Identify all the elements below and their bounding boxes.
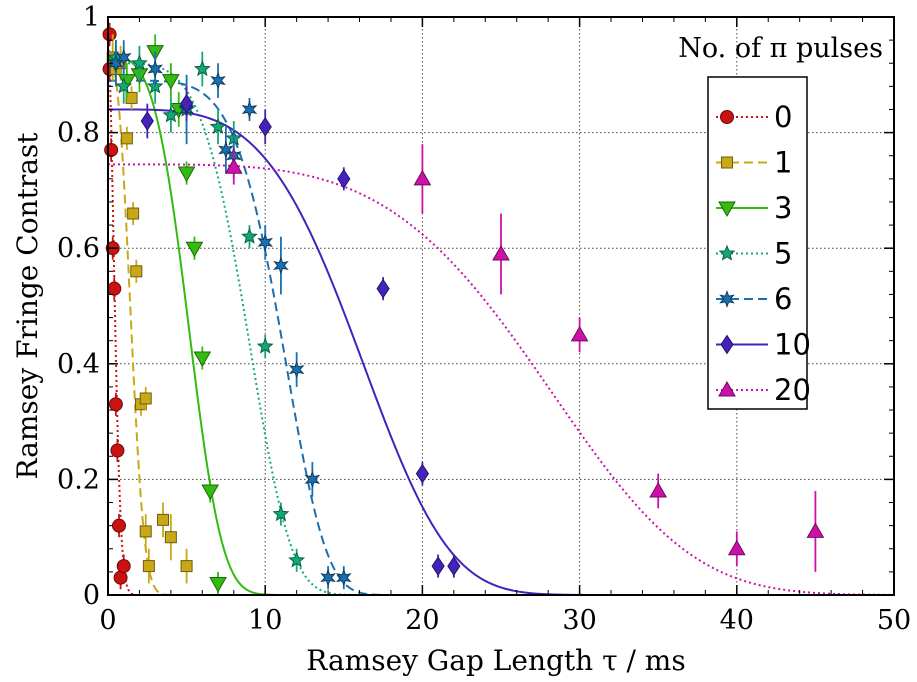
- data-point-1: [164, 531, 177, 544]
- fit-curves: [108, 40, 894, 595]
- data-point-10: [258, 116, 272, 137]
- data-point-6: [257, 233, 273, 252]
- data-point-5: [256, 337, 274, 354]
- y-axis-title: Ramsey Fringe Contrast: [11, 132, 44, 480]
- data-point-3: [177, 166, 196, 183]
- legend-marker-10: [720, 334, 734, 355]
- legend-marker-20: [718, 380, 736, 397]
- y-tick-label: 0.8: [57, 118, 100, 149]
- legend-label-6: 6: [774, 282, 792, 316]
- fit-curve-3: [108, 56, 894, 595]
- y-tick-label: 0.6: [57, 233, 100, 264]
- data-point-20: [806, 522, 825, 538]
- data-point-10: [337, 168, 351, 189]
- x-tick-label: 10: [248, 605, 282, 636]
- data-point-5: [115, 77, 133, 94]
- data-point-1: [139, 392, 152, 405]
- data-point-3: [193, 351, 212, 368]
- y-tick-label: 0.4: [57, 349, 100, 380]
- data-point-0: [108, 397, 123, 412]
- legend: 0 1 3 5 6 10 20: [707, 76, 811, 410]
- data-point-20: [727, 539, 746, 556]
- data-point-3: [162, 74, 180, 90]
- data-point-10: [140, 111, 154, 131]
- x-tick-label: 0: [99, 605, 116, 636]
- data-points: [102, 22, 825, 595]
- data-point-20: [649, 481, 668, 498]
- legend-label-3: 3: [774, 191, 792, 225]
- data-point-1: [120, 132, 133, 145]
- data-point-1: [157, 513, 170, 526]
- legend-marker-1: [721, 156, 733, 169]
- data-point-5: [241, 227, 258, 244]
- data-point-3: [209, 576, 227, 593]
- x-tick-label: 20: [405, 605, 439, 636]
- data-point-5: [193, 60, 211, 77]
- legend-marker-3: [718, 201, 736, 218]
- data-point-10: [431, 556, 445, 577]
- data-point-5: [272, 505, 290, 522]
- data-point-6: [241, 100, 258, 119]
- data-point-20: [413, 169, 432, 186]
- legend-label-5: 5: [774, 237, 792, 271]
- data-point-5: [209, 117, 227, 134]
- legend-label-10: 10: [774, 328, 811, 362]
- data-point-1: [130, 265, 143, 278]
- legend-label-1: 1: [774, 146, 792, 180]
- data-point-10: [179, 93, 194, 114]
- data-point-0: [104, 142, 119, 157]
- data-point-6: [210, 71, 226, 90]
- data-point-6: [336, 568, 352, 587]
- fit-curve-10: [108, 108, 894, 595]
- data-point-1: [127, 207, 140, 220]
- x-tick-label: 40: [720, 605, 754, 636]
- data-point-6: [273, 256, 289, 275]
- legend-label-0: 0: [774, 100, 792, 134]
- legend-marker-5: [718, 244, 736, 261]
- x-axis-title: Ramsey Gap Length τ / ms: [306, 644, 685, 677]
- data-point-20: [570, 325, 589, 342]
- data-point-1: [142, 560, 155, 573]
- data-point-0: [102, 27, 117, 42]
- data-point-6: [147, 60, 163, 79]
- data-point-1: [180, 560, 193, 573]
- y-tick-label: 0.2: [57, 464, 100, 495]
- legend-marker-0: [720, 110, 734, 124]
- data-point-0: [107, 281, 122, 296]
- data-point-1: [139, 525, 152, 538]
- x-tick-label: 50: [877, 605, 911, 636]
- x-tick-label: 30: [562, 605, 596, 636]
- data-point-0: [116, 559, 131, 574]
- data-point-6: [288, 360, 305, 379]
- data-point-0: [113, 570, 128, 585]
- data-point-20: [224, 158, 243, 174]
- fit-curve-20: [108, 163, 894, 595]
- legend-annotation: No. of π pulses: [678, 33, 883, 64]
- data-point-10: [447, 556, 461, 577]
- legend-marker-6: [719, 290, 735, 308]
- data-point-10: [376, 278, 390, 299]
- data-point-10: [415, 463, 430, 484]
- data-point-0: [110, 443, 125, 458]
- data-point-3: [201, 484, 220, 500]
- data-point-20: [492, 244, 510, 261]
- data-point-6: [320, 568, 336, 587]
- data-point-0: [112, 518, 127, 533]
- data-point-5: [131, 54, 148, 71]
- y-tick-label: 1: [83, 2, 100, 33]
- data-point-6: [218, 140, 234, 159]
- plot-frame: [107, 16, 895, 596]
- data-point-5: [288, 551, 306, 568]
- legend-box: [707, 76, 808, 410]
- data-point-3: [185, 241, 204, 258]
- data-point-5: [162, 106, 180, 123]
- data-point-6: [304, 470, 321, 489]
- y-tick-label: 0: [83, 580, 100, 611]
- legend-label-20: 20: [774, 373, 811, 407]
- data-point-6: [115, 48, 132, 67]
